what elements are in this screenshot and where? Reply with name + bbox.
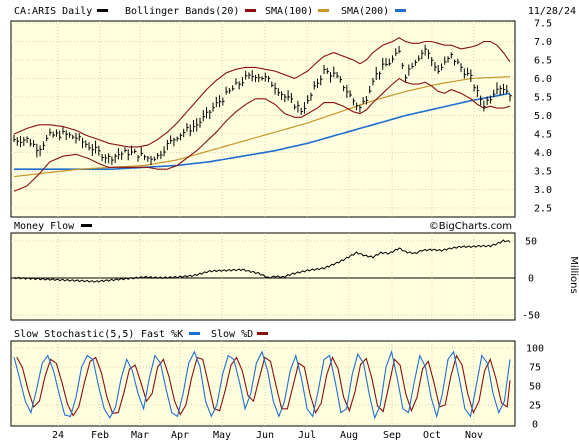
moneyflow-grid bbox=[11, 233, 515, 320]
stochastic-series bbox=[13, 349, 511, 420]
bollinger-lower-line bbox=[13, 77, 511, 192]
moneyflow-unit-label: Millions bbox=[568, 256, 579, 293]
stochastic-fastk-swatch bbox=[189, 332, 200, 335]
x-tick-label: Apr bbox=[171, 430, 189, 441]
stochastic-y-tick-label: 0 bbox=[532, 420, 538, 431]
legend-bollinger-label: Bollinger Bands(20) bbox=[125, 6, 239, 17]
moneyflow-y-tick-label: 50 bbox=[525, 237, 537, 248]
x-tick-label: Aug bbox=[340, 430, 358, 441]
x-tick-label: Jul bbox=[298, 430, 316, 441]
x-tick-label: Feb bbox=[91, 430, 109, 441]
bollinger-upper-line bbox=[13, 37, 511, 148]
legend-sma200-label: SMA(200) bbox=[341, 6, 389, 17]
price-y-tick-label: 6.5 bbox=[534, 56, 552, 67]
moneyflow-y-tick-label: 0 bbox=[528, 274, 534, 285]
x-tick-label: Nov bbox=[465, 430, 483, 441]
price-chart-title: CA:ARIS Daily bbox=[14, 6, 92, 17]
price-y-tick-label: 4.0 bbox=[534, 148, 552, 159]
moneyflow-watermark: ©BigCharts.com bbox=[429, 221, 512, 232]
sma200-line bbox=[14, 92, 511, 170]
price-y-tick-labels: 2.5 3.0 3.5 4.0 4.5 5.0 5.5 6.0 6.5 7.0 7.5 bbox=[534, 19, 552, 215]
price-series bbox=[13, 37, 512, 192]
price-y-tick-label: 3.0 bbox=[534, 185, 552, 196]
stochastic-fastk-line bbox=[13, 349, 511, 420]
price-y-tick-label: 3.5 bbox=[534, 167, 552, 178]
stochastic-y-tick-labels: 100 75 50 25 0 bbox=[526, 344, 544, 431]
moneyflow-plot-background bbox=[10, 232, 516, 321]
x-axis: 24 Feb Mar Apr May Jun Jul Aug Sep Oct Nov bbox=[52, 430, 483, 441]
x-tick-label: Mar bbox=[131, 430, 149, 441]
price-plot-background bbox=[10, 20, 516, 218]
legend-sma100-label: SMA(100) bbox=[265, 6, 313, 17]
price-panel: 2.5 3.0 3.5 4.0 4.5 5.0 5.5 6.0 6.5 7.0 7.5 CA:ARI… bbox=[10, 6, 576, 218]
stochastic-slowd-line bbox=[16, 354, 511, 417]
price-title-swatch bbox=[97, 9, 108, 12]
x-tick-label: Sep bbox=[383, 430, 401, 441]
price-y-tick-label: 6.0 bbox=[534, 74, 552, 85]
stochastic-y-tick-label: 100 bbox=[526, 344, 544, 355]
moneyflow-line bbox=[13, 239, 511, 283]
chart-date: 11/28/24 bbox=[528, 6, 576, 17]
stochastic-y-tick-label: 50 bbox=[529, 382, 541, 393]
stochastic-slowd-label: Slow %D bbox=[211, 329, 253, 340]
stochastic-y-tick-label: 75 bbox=[529, 363, 541, 374]
legend-sma100-swatch bbox=[318, 9, 329, 12]
moneyflow-title: Money Flow bbox=[14, 221, 75, 232]
price-y-tick-label: 5.0 bbox=[534, 111, 552, 122]
price-y-tick-label: 7.5 bbox=[534, 19, 552, 30]
price-y-tick-label: 4.5 bbox=[534, 130, 552, 141]
stochastic-y-tick-label: 25 bbox=[529, 401, 541, 412]
x-tick-label: 24 bbox=[52, 430, 64, 441]
x-tick-label: May bbox=[213, 430, 231, 441]
moneyflow-series bbox=[13, 239, 511, 283]
legend-bollinger-swatch bbox=[245, 9, 256, 12]
price-y-tick-label: 7.0 bbox=[534, 37, 552, 48]
sma100-line bbox=[13, 76, 511, 178]
x-tick-label: Oct bbox=[423, 430, 441, 441]
stochastic-title: Slow Stochastic(5,5) bbox=[14, 329, 134, 340]
legend-sma200-swatch bbox=[395, 9, 406, 12]
moneyflow-panel: 50 0 -50 Money Flow ©BigCharts.com Million… bbox=[10, 221, 579, 322]
moneyflow-y-tick-labels: 50 0 -50 bbox=[522, 237, 540, 322]
stochastic-fastk-label: Fast %K bbox=[141, 329, 183, 340]
price-y-tick-label: 5.5 bbox=[534, 93, 552, 104]
moneyflow-swatch bbox=[81, 224, 92, 227]
x-tick-label: Jun bbox=[256, 430, 274, 441]
moneyflow-y-tick-label: -50 bbox=[522, 311, 540, 322]
price-y-tick-label: 2.5 bbox=[534, 204, 552, 215]
price-bars bbox=[13, 44, 512, 166]
stochastic-slowd-swatch bbox=[257, 332, 268, 335]
